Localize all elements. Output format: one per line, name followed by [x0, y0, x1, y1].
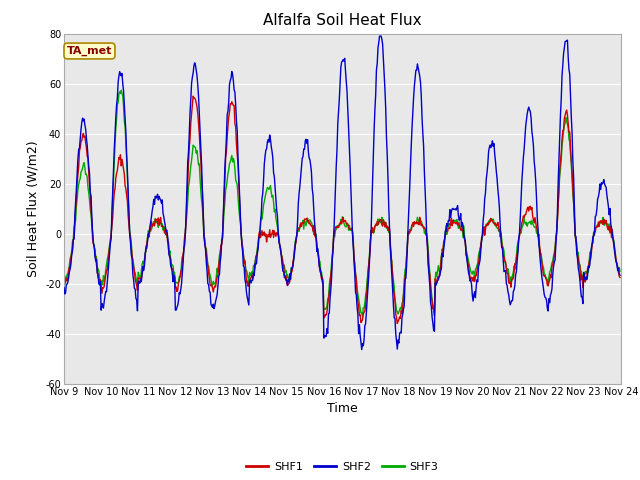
Line: SHF1: SHF1	[64, 96, 620, 324]
SHF2	[376, 33, 383, 39]
SHF1	[428, 293, 435, 299]
SHF2	[428, 304, 435, 310]
SHF2	[616, 272, 624, 278]
SHF2	[412, 76, 419, 82]
Text: TA_met: TA_met	[67, 46, 112, 56]
Line: SHF3: SHF3	[64, 90, 620, 316]
SHF3	[185, 184, 193, 190]
SHF2	[213, 292, 221, 298]
SHF3	[70, 225, 78, 230]
SHF3	[214, 269, 221, 275]
SHF3	[128, 252, 136, 257]
SHF2	[127, 252, 135, 258]
SHF1	[70, 236, 78, 241]
SHF2	[184, 159, 191, 165]
SHF3	[412, 220, 419, 226]
X-axis label: Time: Time	[327, 402, 358, 415]
SHF2	[60, 285, 68, 290]
SHF1	[412, 221, 419, 227]
SHF3	[117, 87, 125, 93]
SHF3	[60, 274, 68, 280]
Line: SHF2: SHF2	[64, 36, 620, 349]
Legend: SHF1, SHF2, SHF3: SHF1, SHF2, SHF3	[242, 457, 443, 477]
SHF2	[70, 236, 78, 242]
SHF1	[60, 279, 68, 285]
SHF2	[358, 347, 365, 352]
Title: Alfalfa Soil Heat Flux: Alfalfa Soil Heat Flux	[263, 13, 422, 28]
SHF1	[184, 180, 191, 186]
SHF3	[358, 313, 366, 319]
SHF1	[394, 321, 401, 326]
SHF1	[616, 275, 624, 280]
SHF1	[127, 244, 135, 250]
SHF1	[214, 273, 221, 278]
SHF3	[428, 289, 435, 295]
SHF1	[189, 93, 197, 99]
Y-axis label: Soil Heat Flux (W/m2): Soil Heat Flux (W/m2)	[27, 141, 40, 277]
SHF3	[616, 268, 624, 274]
